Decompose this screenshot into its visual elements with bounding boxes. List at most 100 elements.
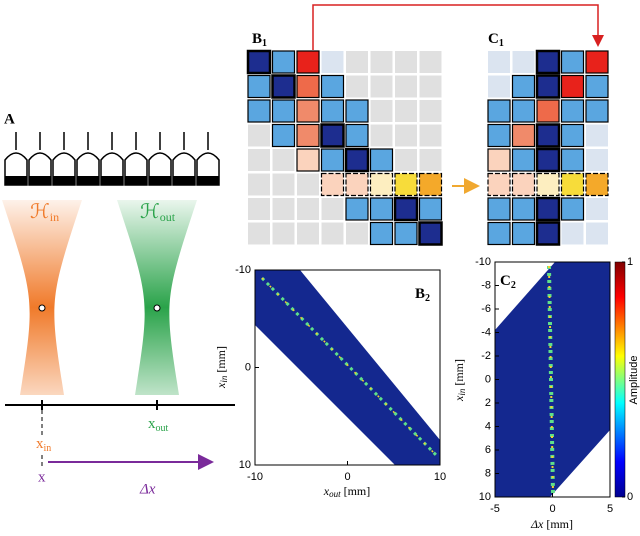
colorbar-tick-label: 0 bbox=[627, 491, 633, 503]
y-tick-label: -10 bbox=[235, 264, 251, 276]
focus bbox=[153, 304, 161, 312]
x-out: xout bbox=[148, 416, 169, 434]
matrix-cell bbox=[320, 99, 345, 123]
matrix-b1 bbox=[246, 49, 443, 246]
matrix-cell bbox=[296, 50, 320, 74]
matrix-cell bbox=[560, 50, 585, 74]
y-tick-label: 2 bbox=[485, 397, 491, 409]
matrix-cell bbox=[395, 100, 417, 122]
matrix-cell bbox=[248, 149, 270, 171]
matrix-cell bbox=[488, 51, 510, 73]
y-tick-label: -2 bbox=[481, 350, 491, 362]
y-tick-label: -4 bbox=[481, 326, 491, 338]
x-tick-label: -10 bbox=[247, 471, 263, 483]
matrix-cell bbox=[560, 148, 585, 172]
matrix-cell bbox=[370, 75, 393, 98]
y-tick-label: 0 bbox=[245, 361, 251, 373]
x-tick-label: 0 bbox=[549, 503, 555, 515]
matrix-cell bbox=[346, 51, 368, 73]
transducer-base bbox=[197, 176, 219, 185]
matrix-cell bbox=[511, 221, 536, 246]
matrix-cell bbox=[560, 99, 585, 123]
panel-label: C2 bbox=[500, 273, 516, 291]
matrix-cell bbox=[246, 49, 272, 75]
matrix-cell bbox=[535, 196, 561, 222]
matrix-cell bbox=[536, 99, 560, 123]
arrow bbox=[312, 4, 604, 50]
colorbar-label: Amplitude bbox=[628, 356, 640, 405]
transducer-base bbox=[125, 176, 147, 185]
matrix-cell bbox=[248, 222, 270, 245]
matrix-cell bbox=[395, 51, 417, 73]
matrix-cell bbox=[585, 172, 609, 197]
matrix-cell bbox=[511, 123, 536, 148]
matrix-cell bbox=[487, 123, 511, 148]
matrix-cell bbox=[272, 198, 295, 220]
matrix-cell bbox=[345, 172, 369, 197]
matrix-cell bbox=[419, 124, 442, 147]
matrix-cell bbox=[586, 124, 608, 147]
panel-label: B1 bbox=[252, 31, 267, 49]
matrix-cell bbox=[320, 172, 345, 197]
matrix-cell bbox=[320, 148, 345, 172]
matrix-cell bbox=[248, 198, 270, 220]
y-axis-label: xin[mm] bbox=[452, 359, 467, 402]
matrix-cell bbox=[321, 51, 344, 73]
matrix-cell bbox=[560, 172, 585, 197]
x-tick-label: 5 bbox=[607, 503, 613, 515]
panel-label: C1 bbox=[488, 31, 504, 49]
matrix-cell bbox=[297, 173, 319, 196]
matrix-cell bbox=[535, 74, 561, 99]
matrix-cell bbox=[296, 123, 320, 148]
y-tick-label: 0 bbox=[485, 373, 491, 385]
transducer bbox=[76, 132, 100, 186]
matrix-cell bbox=[535, 147, 561, 173]
matrix-cell bbox=[511, 99, 536, 123]
matrix-cell bbox=[487, 172, 511, 197]
matrix-cell bbox=[419, 100, 442, 122]
matrix-cell bbox=[296, 99, 320, 123]
matrix-cell bbox=[369, 197, 394, 221]
y-tick-label: -8 bbox=[481, 279, 491, 291]
matrix-cell bbox=[393, 196, 419, 222]
matrix-cell bbox=[370, 51, 393, 73]
matrix-cell bbox=[560, 123, 585, 148]
matrix-cell bbox=[296, 74, 320, 99]
matrix-cell bbox=[394, 172, 418, 197]
transducer bbox=[124, 132, 148, 186]
x-tick-label: -5 bbox=[490, 503, 500, 515]
matrix-cell bbox=[395, 124, 417, 147]
matrix-cell bbox=[395, 149, 417, 171]
matrix-cell bbox=[345, 123, 369, 148]
matrix-cell bbox=[586, 198, 608, 220]
matrix-cell bbox=[535, 221, 561, 246]
matrix-cell bbox=[394, 221, 418, 246]
matrix-cell bbox=[369, 172, 394, 197]
matrix-cell bbox=[247, 74, 271, 99]
delta-x: Δx bbox=[139, 481, 156, 497]
y-tick-label: 10 bbox=[479, 491, 491, 503]
y-tick-label: 10 bbox=[239, 459, 251, 471]
matrix-cell bbox=[272, 149, 295, 171]
matrix-cell bbox=[586, 149, 608, 171]
matrix-cell bbox=[271, 74, 296, 99]
matrix-cell bbox=[320, 74, 345, 99]
matrix-cell bbox=[296, 148, 320, 172]
matrix-cell bbox=[272, 222, 295, 245]
transducer bbox=[100, 132, 124, 186]
matrix-cell bbox=[487, 197, 511, 221]
matrix-cell bbox=[586, 222, 608, 245]
matrix-cell bbox=[419, 149, 442, 171]
matrix-cell bbox=[487, 148, 511, 172]
matrix-cell bbox=[418, 221, 443, 246]
transducer-array bbox=[4, 132, 220, 186]
matrix-cell bbox=[271, 123, 296, 148]
matrix-cell bbox=[395, 75, 417, 98]
transducer-base bbox=[53, 176, 75, 185]
x-in: xin bbox=[36, 436, 51, 454]
matrix-cell bbox=[585, 99, 609, 123]
matrix-cell bbox=[536, 172, 560, 197]
transducer-base bbox=[77, 176, 99, 185]
